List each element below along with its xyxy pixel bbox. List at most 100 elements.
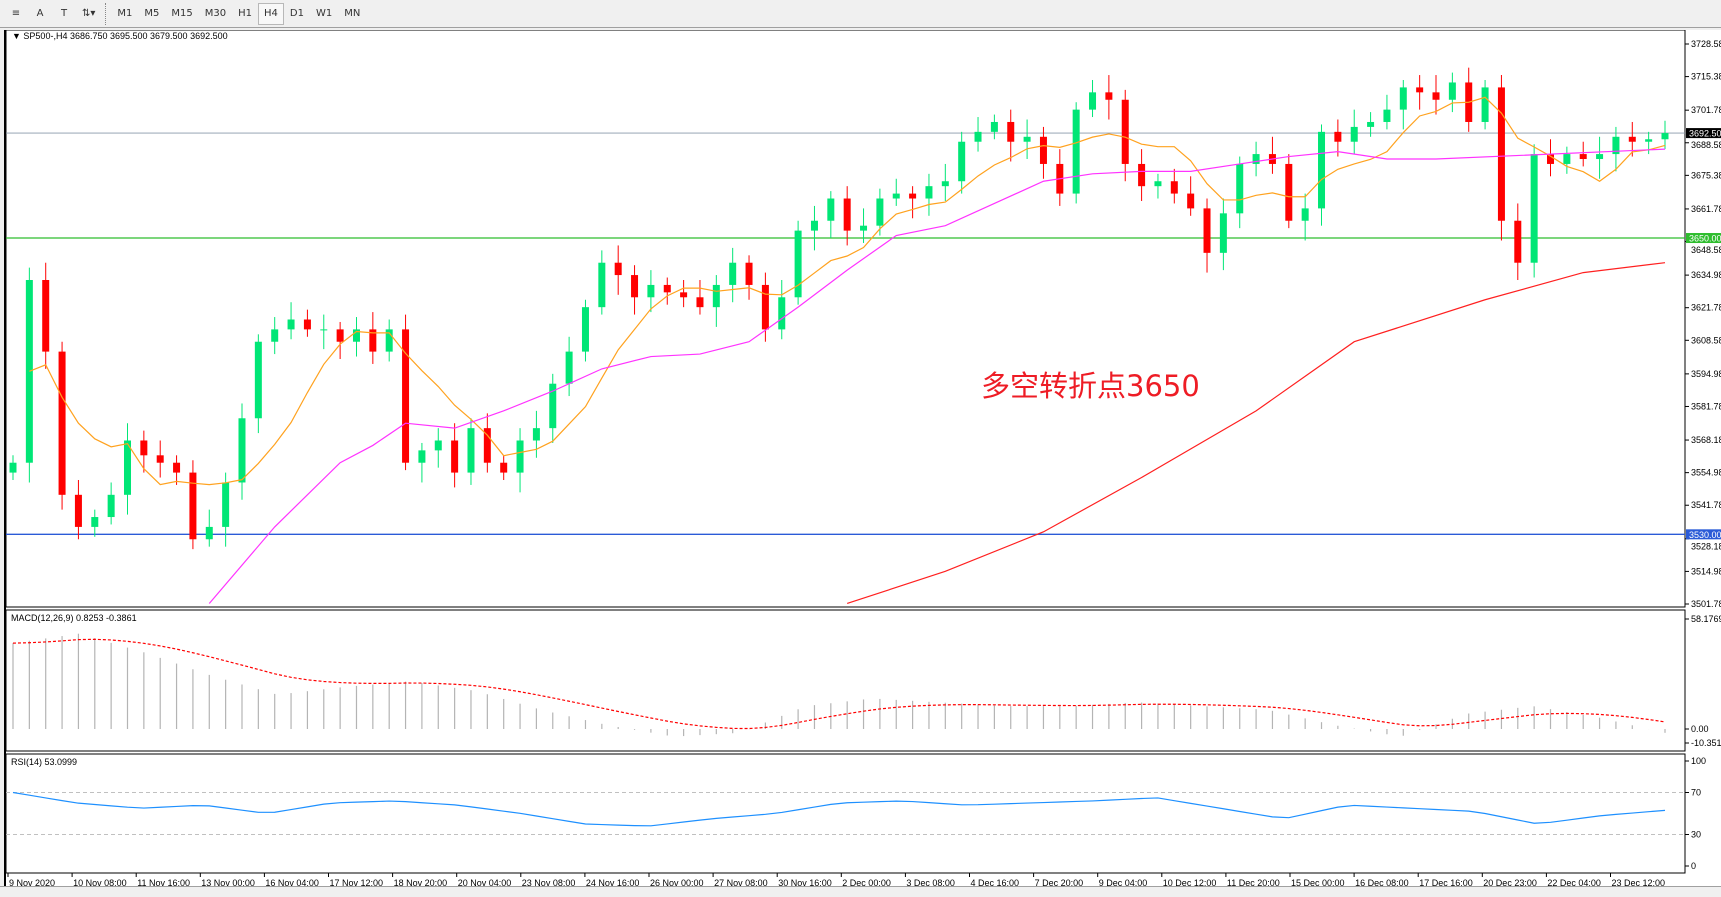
candle (1039, 126, 1047, 179)
candle-body (565, 351, 573, 384)
candle-body (680, 292, 688, 298)
price-tick-label: 3594.98 (1691, 369, 1721, 379)
candle (860, 208, 868, 243)
candle-body (925, 186, 933, 199)
candle-body (794, 230, 802, 298)
candle (1432, 75, 1440, 115)
time-label: 9 Dec 04:00 (1099, 878, 1148, 886)
price-tick-label: 3608.58 (1691, 335, 1721, 345)
time-label: 10 Nov 08:00 (73, 878, 127, 886)
candle (810, 205, 818, 251)
candle (91, 509, 99, 537)
candle (500, 455, 508, 480)
candle (1219, 198, 1227, 271)
candle-body (990, 121, 998, 132)
candle-body (205, 526, 213, 540)
timeframe-h1[interactable]: H1 (238, 8, 253, 19)
price-tick-label: 3621.78 (1691, 303, 1721, 313)
candle-body (418, 450, 426, 463)
candle-body (107, 494, 115, 518)
candle-body (1399, 87, 1407, 110)
candle-body (1645, 139, 1653, 142)
time-label: 9 Nov 2020 (9, 878, 55, 886)
candle-body (222, 482, 230, 527)
timeframe-mn[interactable]: MN (344, 8, 361, 19)
candle (974, 117, 982, 152)
time-label: 24 Nov 16:00 (586, 878, 640, 886)
candle (1497, 75, 1505, 241)
horizontal-line-label: 3530.00 (1689, 530, 1721, 540)
chart-window[interactable]: 3728.58 3715.38 3701.78 3688.58 3675.38 3661.… (4, 30, 1721, 886)
candle (1023, 119, 1031, 160)
candle (958, 131, 966, 194)
price-tick-label: 3581.78 (1691, 401, 1721, 411)
candle-body (402, 329, 410, 463)
candle (238, 403, 246, 500)
candle (320, 314, 328, 350)
timeframe-d1[interactable]: D1 (289, 8, 304, 19)
rsi-line (12, 791, 1666, 827)
candle (778, 280, 786, 340)
time-label: 26 Nov 00:00 (650, 878, 704, 886)
macd-label: MACD(12,26,9) 0.8253 -0.3861 (11, 613, 137, 623)
candle-body (1285, 163, 1293, 221)
time-label: 16 Nov 04:00 (265, 878, 319, 886)
text-icon[interactable]: A (36, 8, 44, 19)
candle-body (1170, 181, 1178, 194)
candle-body (1072, 109, 1080, 194)
candle-body (631, 275, 639, 298)
candle-body (810, 220, 818, 231)
timeframe-h4[interactable]: H4 (258, 2, 284, 25)
candle-body (352, 329, 360, 342)
candle-body (581, 307, 589, 352)
candle-body (303, 319, 311, 330)
time-label: 11 Nov 16:00 (137, 878, 190, 886)
candle (123, 423, 131, 515)
candle (1285, 154, 1293, 229)
candle (696, 280, 704, 315)
price-tick-label: 3688.58 (1691, 140, 1721, 150)
candle (1334, 119, 1342, 157)
chart-canvas[interactable]: 3728.58 3715.38 3701.78 3688.58 3675.38 3661.… (6, 30, 1721, 886)
line-style-icon[interactable]: ≡ (11, 8, 21, 19)
timeframe-m5[interactable]: M5 (144, 8, 160, 19)
candle-body (1481, 87, 1489, 122)
candle-body (1039, 136, 1047, 164)
timeframe-m30[interactable]: M30 (204, 8, 227, 19)
timeframe-m15[interactable]: M15 (171, 8, 193, 19)
candle-body (532, 428, 540, 441)
candle-body (745, 262, 753, 285)
arrows-icon[interactable]: ⇅▾ (82, 8, 96, 19)
price-tick-label: 3568.18 (1691, 435, 1721, 445)
moving-average-fast (29, 96, 1666, 486)
candle (1579, 141, 1587, 167)
candle-body (778, 297, 786, 330)
price-tick-label: 3541.78 (1691, 500, 1721, 510)
price-tick-label: 3514.98 (1691, 566, 1721, 576)
candle (189, 460, 197, 550)
candle-body (1432, 92, 1440, 100)
timeframe-m1[interactable]: M1 (117, 8, 133, 19)
candle (631, 265, 639, 315)
candle-body (1334, 131, 1342, 142)
candle (58, 341, 66, 510)
macd-pane-border (6, 609, 1686, 752)
candle-body (1416, 87, 1424, 93)
candle-body (271, 329, 279, 342)
candle (303, 309, 311, 337)
time-label: 17 Nov 12:00 (330, 878, 384, 886)
collapse-triangle-icon[interactable]: ▼ (12, 31, 24, 41)
candle-body (1219, 213, 1227, 253)
price-tick-label: 3715.38 (1691, 72, 1721, 82)
time-label: 30 Nov 16:00 (778, 878, 832, 886)
timeframe-w1[interactable]: W1 (315, 8, 333, 19)
price-tick-label: 3701.78 (1691, 105, 1721, 115)
chart-annotation[interactable]: 多空转折点3650 (981, 369, 1200, 403)
current-price-label: 3692.50 (1689, 129, 1721, 139)
candle-body (958, 141, 966, 182)
candle-body (729, 262, 737, 285)
text-label-icon[interactable]: T (60, 8, 68, 19)
horizontal-line-label: 3650.00 (1689, 234, 1721, 244)
candle (663, 277, 671, 305)
candle-body (287, 319, 295, 330)
